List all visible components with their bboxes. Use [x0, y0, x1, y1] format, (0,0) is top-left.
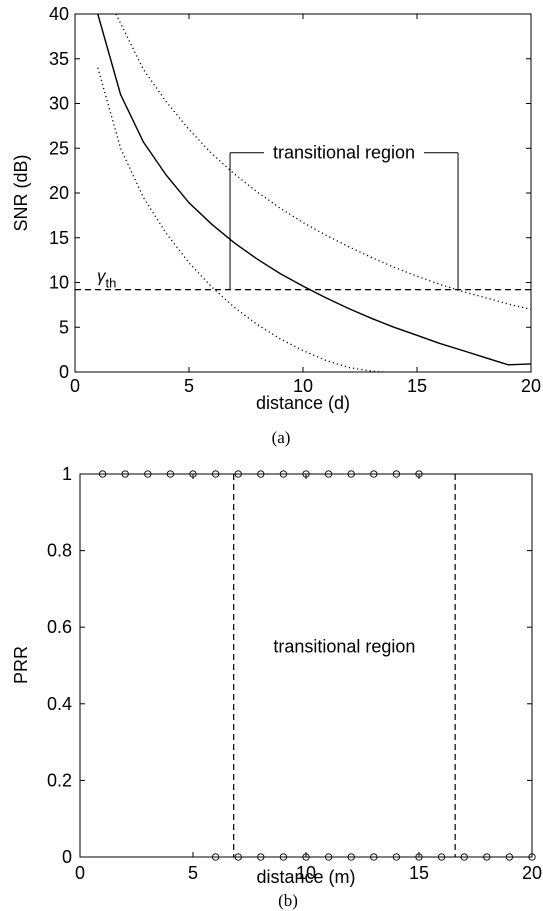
snr-x-tick-label: 20 — [521, 376, 541, 396]
snr-y-axis-label: SNR (dB) — [11, 154, 31, 231]
transitional-region-label: transitional region — [273, 143, 415, 163]
prr-points-group — [98, 470, 536, 861]
prr-x-tick-label: 0 — [75, 863, 85, 883]
snr-x-axis: 0 5 10 15 20 — [70, 14, 541, 396]
snr-x-tick-label: 5 — [184, 376, 194, 396]
prr-y-axis-label: PRR — [11, 646, 31, 684]
snr-y-tick-label: 30 — [49, 94, 69, 114]
snr-series-upper — [115, 13, 532, 311]
prr-boundaries — [233, 474, 456, 857]
prr-transitional-region-label: transitional region — [273, 636, 415, 656]
prr-y-tick-label: 0.8 — [47, 541, 72, 561]
gamma-threshold-label: γth — [97, 267, 116, 291]
snr-series-lower — [97, 67, 383, 373]
snr-y-tick-label: 35 — [49, 49, 69, 69]
snr-y-tick-label: 25 — [49, 138, 69, 158]
prr-y-axis: 0 0.2 0.4 0.6 0.8 1 — [47, 464, 532, 867]
transitional-region-bracket — [229, 152, 459, 290]
prr-y-tick-label: 0 — [62, 847, 72, 867]
prr-y-tick-label: 0.6 — [47, 617, 72, 637]
prr-x-axis: 0 5 10 15 20 — [75, 474, 542, 883]
prr-x-tick-label: 10 — [296, 863, 316, 883]
snr-x-tick-label: 0 — [70, 376, 80, 396]
snr-plot-frame — [74, 13, 532, 373]
snr-y-tick-label: 40 — [49, 4, 69, 24]
prr-x-tick-label: 20 — [522, 863, 542, 883]
snr-y-tick-label: 20 — [49, 183, 69, 203]
snr-series-mean — [97, 13, 532, 366]
snr-y-tick-label: 10 — [49, 273, 69, 293]
snr-y-tick-label: 5 — [59, 317, 69, 337]
prr-x-tick-label: 15 — [409, 863, 429, 883]
prr-y-tick-label: 0.4 — [47, 694, 72, 714]
prr-y-tick-label: 1 — [62, 464, 72, 484]
caption-a: (a) — [272, 428, 291, 447]
snr-chart: 0 5 10 15 20 0 5 10 15 20 25 30 35 40 γth transition… — [11, 4, 541, 447]
snr-y-tick-label: 0 — [59, 362, 69, 382]
snr-x-axis-label: distance (d) — [256, 393, 350, 413]
snr-x-tick-label: 15 — [407, 376, 427, 396]
prr-plot-frame — [79, 473, 533, 858]
snr-y-axis: 0 5 10 15 20 25 30 35 40 — [49, 4, 531, 382]
snr-y-tick-label: 15 — [49, 228, 69, 248]
prr-y-tick-label: 0.2 — [47, 770, 72, 790]
snr-x-tick-label: 10 — [293, 376, 313, 396]
prr-x-axis-label: distance (m) — [256, 867, 355, 887]
snr-series-group — [97, 13, 532, 373]
prr-chart: 0 5 10 15 20 0 0.2 0.4 0.6 0.8 1 transitional reg… — [11, 464, 542, 910]
caption-b: (b) — [278, 891, 298, 910]
prr-x-tick-label: 5 — [188, 863, 198, 883]
